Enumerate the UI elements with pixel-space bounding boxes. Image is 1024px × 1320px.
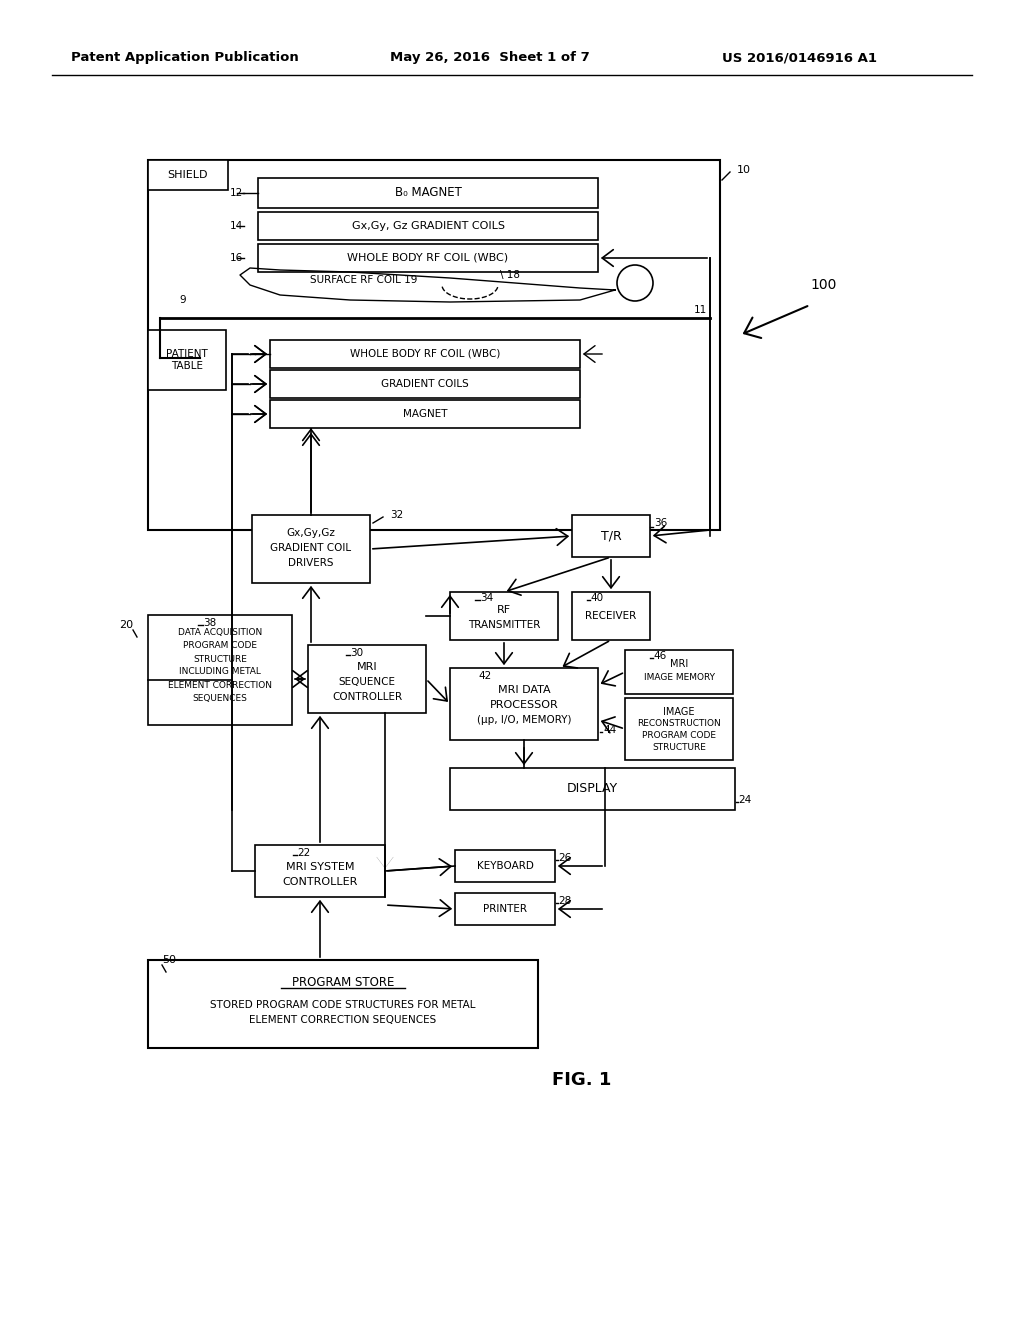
Text: 28: 28 xyxy=(558,896,571,906)
Text: DISPLAY: DISPLAY xyxy=(566,783,617,796)
Bar xyxy=(148,330,226,389)
Bar xyxy=(625,698,733,760)
Text: ELEMENT CORRECTION: ELEMENT CORRECTION xyxy=(168,681,272,689)
Text: \ 18: \ 18 xyxy=(500,271,520,280)
Text: 14: 14 xyxy=(229,220,243,231)
Bar xyxy=(450,668,598,741)
Text: MRI: MRI xyxy=(356,663,377,672)
Text: FIG. 1: FIG. 1 xyxy=(552,1071,611,1089)
Text: 16: 16 xyxy=(229,253,243,263)
Text: STRUCTURE: STRUCTURE xyxy=(194,655,247,664)
Text: 42: 42 xyxy=(478,671,492,681)
Text: B₀ MAGNET: B₀ MAGNET xyxy=(394,186,462,199)
Text: SEQUENCES: SEQUENCES xyxy=(193,693,248,702)
Bar xyxy=(270,370,580,399)
Bar xyxy=(258,244,598,272)
Text: PROGRAM STORE: PROGRAM STORE xyxy=(292,975,394,989)
Text: SHIELD: SHIELD xyxy=(168,170,208,180)
Text: RECEIVER: RECEIVER xyxy=(586,611,637,620)
Text: RF: RF xyxy=(497,605,511,615)
Text: 46: 46 xyxy=(653,651,667,661)
Text: US 2016/0146916 A1: US 2016/0146916 A1 xyxy=(723,51,878,65)
Text: 10: 10 xyxy=(737,165,751,176)
Bar xyxy=(252,515,370,583)
Text: ELEMENT CORRECTION SEQUENCES: ELEMENT CORRECTION SEQUENCES xyxy=(250,1015,436,1026)
Text: STORED PROGRAM CODE STRUCTURES FOR METAL: STORED PROGRAM CODE STRUCTURES FOR METAL xyxy=(210,1001,476,1010)
Text: DATA ACQUISITION: DATA ACQUISITION xyxy=(178,628,262,638)
Text: WHOLE BODY RF COIL (WBC): WHOLE BODY RF COIL (WBC) xyxy=(347,253,509,263)
Text: 22: 22 xyxy=(297,847,310,858)
Text: SEQUENCE: SEQUENCE xyxy=(339,677,395,686)
Text: INCLUDING METAL: INCLUDING METAL xyxy=(179,668,261,676)
Bar xyxy=(270,341,580,368)
Text: May 26, 2016  Sheet 1 of 7: May 26, 2016 Sheet 1 of 7 xyxy=(390,51,590,65)
Text: 40: 40 xyxy=(590,593,603,603)
Text: 12: 12 xyxy=(229,187,243,198)
Text: Gx,Gy,Gz: Gx,Gy,Gz xyxy=(287,528,336,539)
Bar xyxy=(148,615,292,725)
Text: RECONSTRUCTION: RECONSTRUCTION xyxy=(637,719,721,729)
Text: 30: 30 xyxy=(350,648,364,657)
Text: MRI SYSTEM: MRI SYSTEM xyxy=(286,862,354,873)
Bar xyxy=(450,768,735,810)
Text: 20: 20 xyxy=(119,620,133,630)
Text: 44: 44 xyxy=(603,725,616,735)
Bar xyxy=(625,649,733,694)
Text: GRADIENT COILS: GRADIENT COILS xyxy=(381,379,469,389)
Text: STRUCTURE: STRUCTURE xyxy=(652,743,706,752)
Text: MRI: MRI xyxy=(670,659,688,669)
Text: KEYBOARD: KEYBOARD xyxy=(476,861,534,871)
Text: CONTROLLER: CONTROLLER xyxy=(332,692,402,702)
Bar xyxy=(148,160,720,531)
Text: IMAGE: IMAGE xyxy=(664,708,694,717)
Text: 26: 26 xyxy=(558,853,571,863)
Bar xyxy=(572,515,650,557)
Text: 50: 50 xyxy=(162,954,176,965)
Text: DRIVERS: DRIVERS xyxy=(288,558,334,568)
Text: PROGRAM CODE: PROGRAM CODE xyxy=(642,731,716,741)
Text: IMAGE MEMORY: IMAGE MEMORY xyxy=(643,673,715,682)
Text: CONTROLLER: CONTROLLER xyxy=(283,876,357,887)
Text: PATIENT
TABLE: PATIENT TABLE xyxy=(166,350,208,371)
Text: MAGNET: MAGNET xyxy=(402,409,447,418)
Text: TRANSMITTER: TRANSMITTER xyxy=(468,620,541,630)
Text: 100: 100 xyxy=(810,279,837,292)
Text: SURFACE RF COIL 19: SURFACE RF COIL 19 xyxy=(310,275,418,285)
Text: 36: 36 xyxy=(654,517,668,528)
Text: PROGRAM CODE: PROGRAM CODE xyxy=(183,642,257,651)
Text: 34: 34 xyxy=(480,593,494,603)
Bar xyxy=(308,645,426,713)
Bar xyxy=(255,845,385,898)
Text: T/R: T/R xyxy=(601,529,622,543)
Bar xyxy=(455,894,555,925)
Text: 11: 11 xyxy=(693,305,707,315)
Bar xyxy=(450,591,558,640)
Text: 24: 24 xyxy=(738,795,752,805)
Text: (μp, I/O, MEMORY): (μp, I/O, MEMORY) xyxy=(477,715,571,725)
Text: 32: 32 xyxy=(390,510,403,520)
Text: WHOLE BODY RF COIL (WBC): WHOLE BODY RF COIL (WBC) xyxy=(350,348,500,359)
Text: 38: 38 xyxy=(203,618,216,628)
Bar xyxy=(148,960,538,1048)
Text: MRI DATA: MRI DATA xyxy=(498,685,550,696)
Bar xyxy=(455,850,555,882)
Text: 9: 9 xyxy=(179,294,186,305)
Bar xyxy=(148,160,228,190)
Text: Patent Application Publication: Patent Application Publication xyxy=(71,51,299,65)
Bar xyxy=(258,178,598,209)
Bar xyxy=(572,591,650,640)
Text: Gx,Gy, Gz GRADIENT COILS: Gx,Gy, Gz GRADIENT COILS xyxy=(351,220,505,231)
Text: PRINTER: PRINTER xyxy=(483,904,527,913)
Text: PROCESSOR: PROCESSOR xyxy=(489,700,558,710)
Bar xyxy=(258,213,598,240)
Text: GRADIENT COIL: GRADIENT COIL xyxy=(270,543,351,553)
Bar xyxy=(270,400,580,428)
